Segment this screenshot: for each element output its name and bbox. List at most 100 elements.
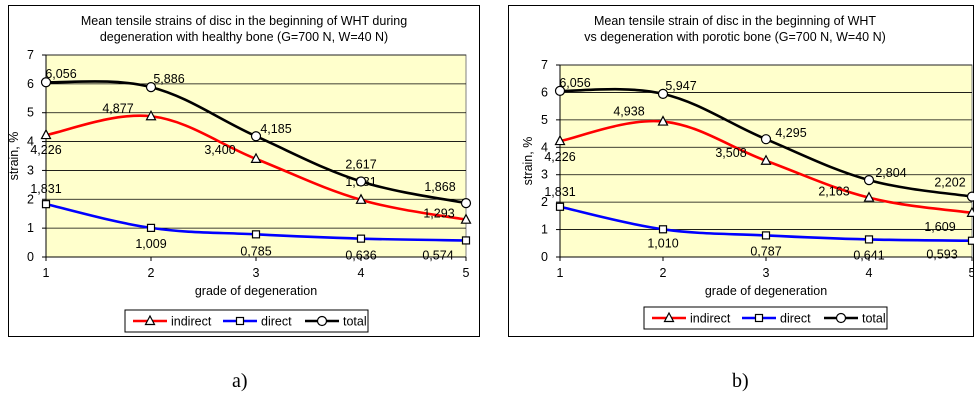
chart-a-x-axis-label: grade of degeneration (195, 284, 317, 298)
chart-a-y-tick-label: 6 (27, 77, 34, 91)
chart-panel-a: Mean tensile strains of disc in the begi… (8, 5, 480, 337)
indirect-point-marker (760, 154, 772, 165)
chart-a-x-tick-label: 5 (463, 266, 470, 280)
total-point-marker (250, 131, 262, 142)
direct-point-marker (967, 236, 974, 245)
total-data-label: 2,804 (875, 166, 906, 180)
legend-direct-label: direct (261, 315, 292, 329)
chart-panel-b: Mean tensile strain of disc in the begin… (508, 5, 974, 337)
legend-direct-label: direct (780, 312, 811, 326)
indirect-point-marker (145, 109, 157, 121)
legend-direct-marker (235, 316, 245, 326)
total-data-label: 6,056 (45, 67, 76, 81)
total-point-marker (40, 77, 52, 88)
total-point-marker (460, 197, 472, 209)
chart-a-y-tick-label: 0 (27, 250, 34, 264)
indirect-data-label: 1,293 (423, 207, 454, 221)
direct-point-marker (761, 231, 771, 240)
legend-indirect-label: indirect (171, 315, 212, 329)
legend-total-marker (835, 312, 847, 324)
indirect-point-marker (554, 134, 566, 146)
legend-indirect-marker (663, 311, 675, 323)
direct-data-label: 0,641 (853, 248, 884, 262)
legend-indirect-marker (144, 314, 156, 326)
chart-b-title-line: vs degeneration with porotic bone (G=700… (584, 30, 886, 44)
indirect-point-marker (40, 128, 52, 140)
total-data-label: 4,295 (775, 126, 806, 140)
total-data-label: 2,202 (934, 176, 965, 190)
chart-b-y-tick-label: 3 (541, 168, 548, 182)
caption-b: b) (732, 370, 749, 392)
chart-b-y-tick-label: 6 (541, 85, 548, 99)
total-point-marker (657, 88, 669, 99)
indirect-point-marker (657, 115, 669, 126)
chart-a-y-tick-label: 4 (27, 135, 34, 149)
indirect-data-label: 2,163 (818, 185, 849, 199)
total-point-marker (863, 174, 875, 186)
indirect-point-marker (460, 213, 472, 224)
total-data-label: 5,886 (153, 72, 184, 86)
indirect-data-label: 4,877 (102, 101, 133, 115)
total-data-label: 2,617 (345, 157, 376, 171)
chart-a-y-tick-label: 1 (27, 221, 34, 235)
chart-a-title-line: Mean tensile strains of disc in the begi… (81, 14, 407, 28)
chart-b-y-tick-label: 2 (541, 195, 548, 209)
direct-point-marker (251, 230, 261, 239)
direct-data-label: 0,787 (750, 244, 781, 258)
legend-total-marker (316, 315, 328, 327)
legend-total-label: total (343, 315, 367, 329)
direct-data-label: 0,636 (345, 249, 376, 263)
indirect-point-marker (863, 191, 875, 202)
chart-a-x-tick-label: 1 (43, 266, 50, 280)
total-data-label: 6,056 (559, 76, 590, 90)
indirect-data-label: 1,609 (924, 220, 955, 234)
direct-point-marker (555, 202, 565, 211)
chart-a-title-line: degeneration with healthy bone (G=700 N,… (100, 30, 388, 44)
indirect-point-marker (250, 152, 262, 163)
chart-b-y-tick-label: 4 (541, 140, 548, 154)
total-point-marker (355, 176, 367, 187)
total-point-marker (966, 191, 974, 202)
chart-a-y-axis-label: strain, % (8, 132, 21, 181)
direct-data-label: 1,831 (544, 185, 575, 199)
chart-a-x-tick-label: 4 (358, 266, 365, 280)
direct-point-marker (864, 235, 874, 244)
chart-b-y-tick-label: 0 (541, 250, 548, 264)
indirect-data-label: 3,508 (715, 146, 746, 160)
chart-a-y-tick-label: 2 (27, 192, 34, 206)
direct-data-label: 1,831 (30, 182, 61, 196)
direct-point-marker (146, 223, 156, 232)
direct-data-label: 1,010 (647, 236, 678, 250)
legend-indirect-label: indirect (690, 312, 731, 326)
chart-a: Mean tensile strains of disc in the begi… (8, 5, 480, 337)
chart-a-y-tick-label: 3 (27, 163, 34, 177)
indirect-data-label: 4,226 (544, 150, 575, 164)
direct-point-marker (658, 225, 668, 234)
direct-point-marker (356, 234, 366, 243)
chart-b-y-tick-label: 1 (541, 223, 548, 237)
total-point-marker (554, 85, 566, 96)
direct-data-label: 0,574 (422, 248, 453, 262)
chart-a-y-tick-label: 7 (27, 48, 34, 62)
chart-b-title-line: Mean tensile strain of disc in the begin… (594, 14, 876, 28)
chart-b-x-tick-label: 2 (660, 266, 667, 280)
chart-b: Mean tensile strain of disc in the begin… (508, 5, 974, 337)
direct-data-label: 1,009 (135, 237, 166, 251)
legend-direct-marker (754, 313, 764, 323)
total-point-marker (145, 82, 157, 93)
caption-a: a) (232, 370, 248, 392)
chart-b-y-tick-label: 7 (541, 58, 548, 72)
chart-a-x-tick-label: 3 (253, 266, 260, 280)
chart-b-x-axis-label: grade of degeneration (705, 284, 827, 298)
indirect-data-label: 4,226 (30, 143, 61, 157)
indirect-data-label: 4,938 (613, 105, 644, 119)
total-data-label: 5,947 (665, 79, 696, 93)
indirect-point-marker (355, 193, 367, 204)
chart-b-y-axis-label: strain, % (521, 137, 535, 186)
legend-total-label: total (862, 312, 886, 326)
indirect-data-label: 3,400 (204, 143, 235, 157)
chart-a-y-tick-label: 5 (27, 106, 34, 120)
direct-data-label: 0,593 (926, 248, 957, 262)
chart-a-x-tick-label: 2 (148, 266, 155, 280)
total-data-label: 1,868 (424, 180, 455, 194)
